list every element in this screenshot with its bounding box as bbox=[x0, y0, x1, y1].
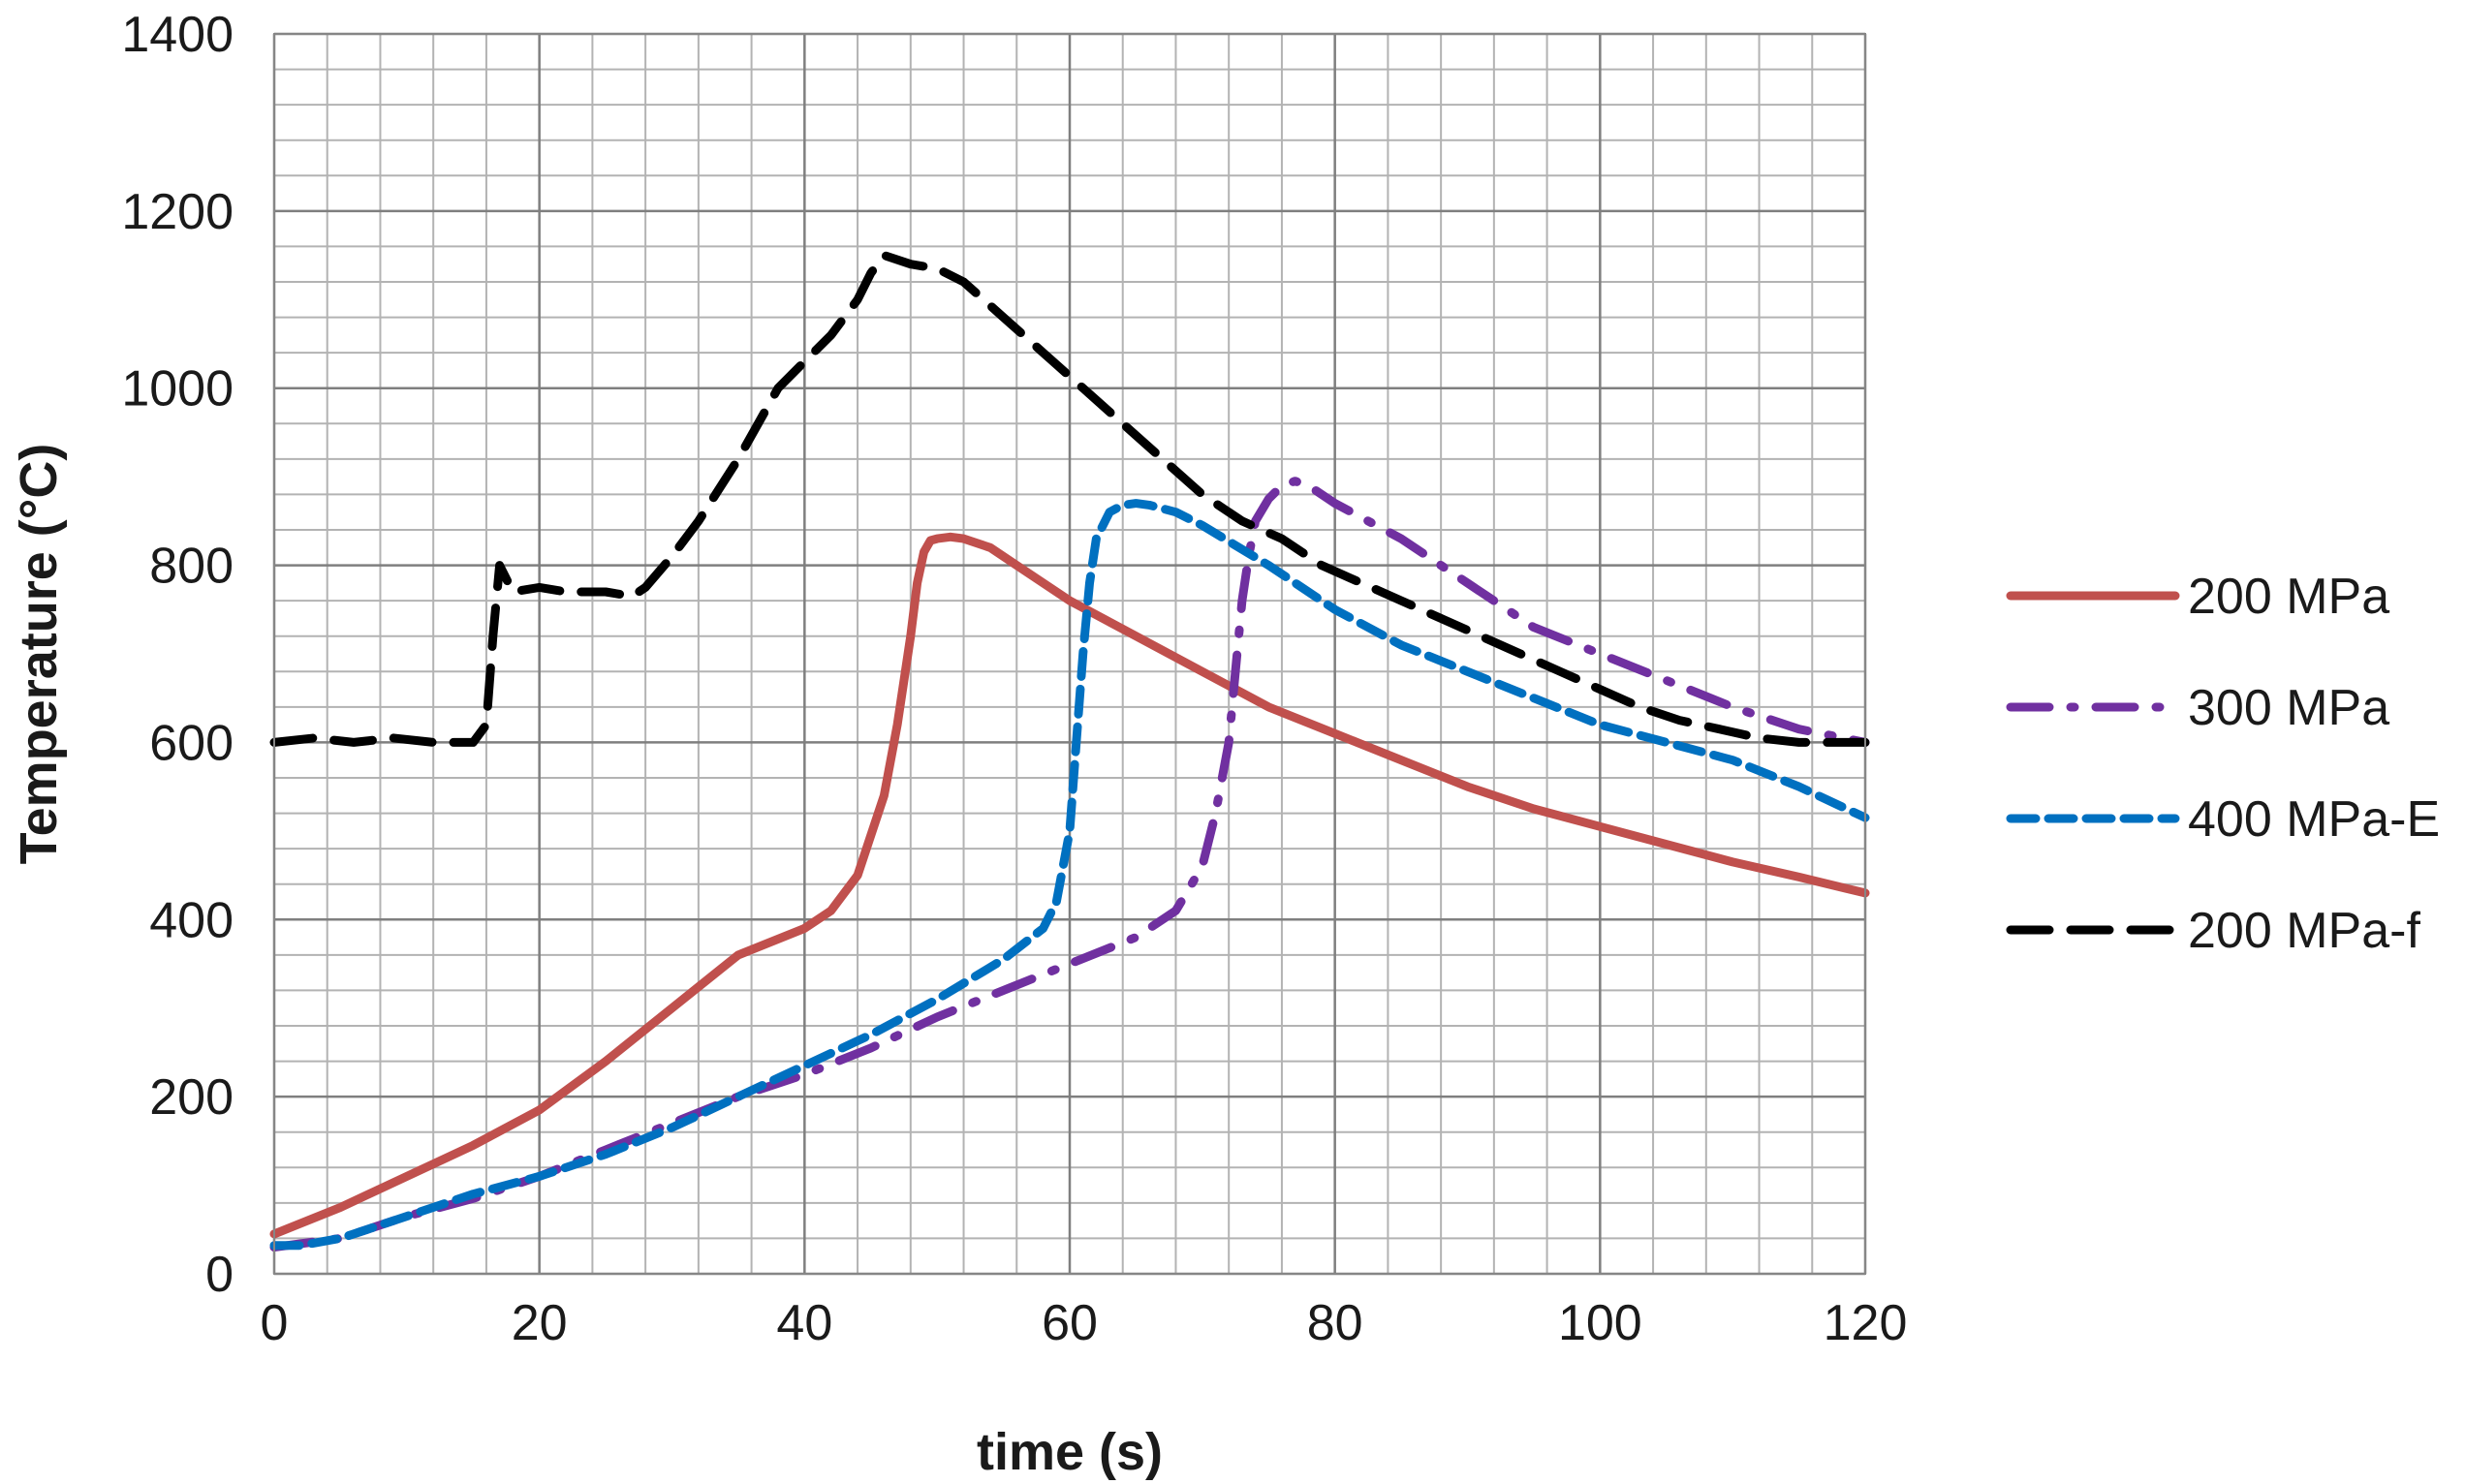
y-tick-label: 600 bbox=[149, 715, 234, 771]
x-tick-label: 120 bbox=[1824, 1295, 1908, 1351]
x-tick-label: 60 bbox=[1042, 1295, 1098, 1351]
legend-label: 400 MPa-E bbox=[2188, 791, 2440, 848]
legend-label: 200 MPa-f bbox=[2188, 903, 2420, 959]
y-tick-label: 200 bbox=[149, 1069, 234, 1126]
x-tick-label: 80 bbox=[1307, 1295, 1363, 1351]
y-tick-label: 1400 bbox=[121, 7, 234, 63]
y-axis-ticks: 0 200 400 600 800 1000 1200 1400 bbox=[121, 7, 234, 1303]
series-line-1 bbox=[269, 477, 1870, 1252]
y-tick-label: 400 bbox=[149, 892, 234, 948]
series-layer bbox=[269, 251, 1870, 1252]
x-axis-ticks: 0 20 40 60 80 100 120 bbox=[261, 1295, 1908, 1351]
x-tick-label: 20 bbox=[512, 1295, 568, 1351]
y-tick-label: 800 bbox=[149, 539, 234, 595]
x-tick-label: 100 bbox=[1558, 1295, 1642, 1351]
legend: 200 MPa 300 MPa 400 MPa-E 200 MPa-f bbox=[2006, 569, 2440, 959]
y-tick-label: 1200 bbox=[121, 184, 234, 240]
legend-label: 300 MPa bbox=[2188, 680, 2389, 736]
x-tick-label: 40 bbox=[776, 1295, 832, 1351]
series-line-0 bbox=[269, 532, 1870, 1239]
plot-area-frame bbox=[273, 33, 1866, 1275]
major-gridlines bbox=[272, 32, 1867, 1276]
x-tick-label: 0 bbox=[261, 1295, 289, 1351]
y-tick-label: 1000 bbox=[121, 361, 234, 417]
series-line-3 bbox=[269, 251, 1870, 747]
x-axis-label: time (s) bbox=[977, 1423, 1163, 1481]
y-tick-label: 0 bbox=[205, 1247, 234, 1303]
series-line-2 bbox=[269, 499, 1870, 1251]
y-axis-label: Temperature (°C) bbox=[10, 444, 68, 865]
legend-label: 200 MPa bbox=[2188, 569, 2389, 625]
